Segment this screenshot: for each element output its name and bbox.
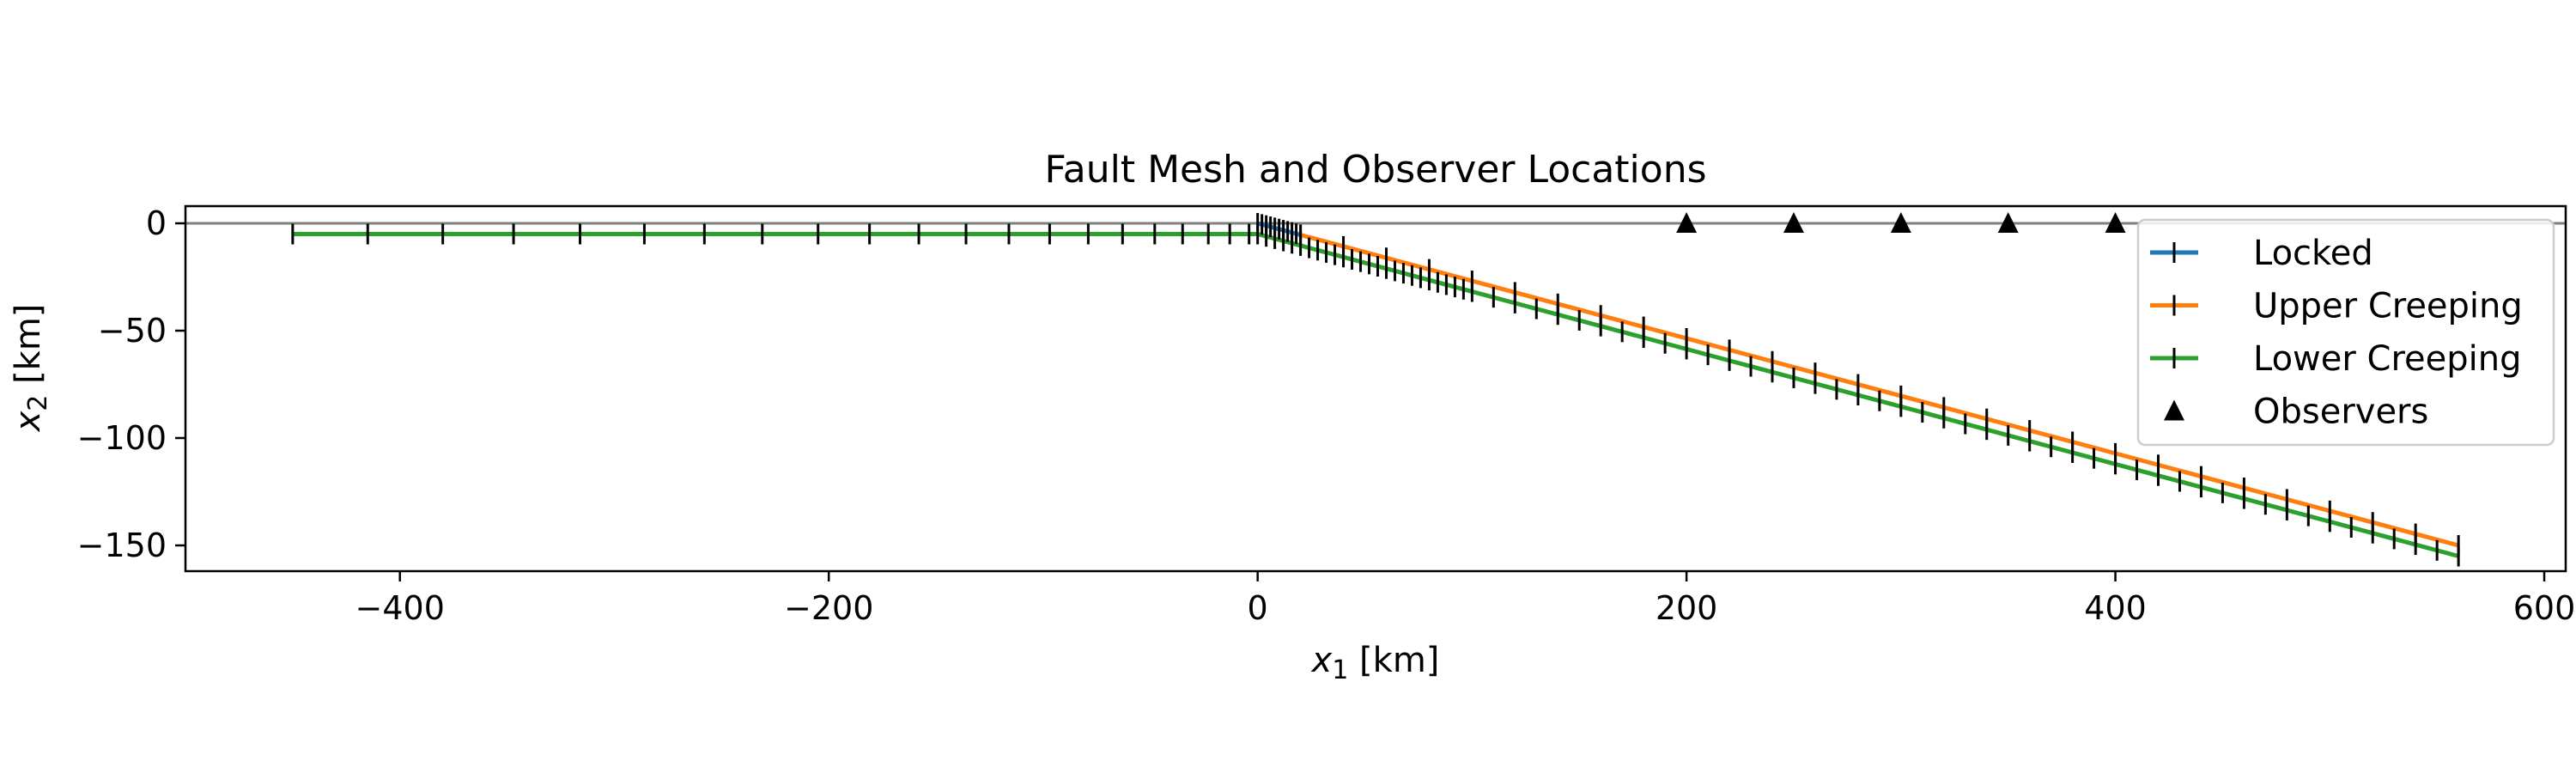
y-tick-label: −100 <box>77 419 167 457</box>
y-tick-label: −50 <box>98 312 167 350</box>
y-axis-label: x2 [km] <box>9 304 53 434</box>
x-axis-label: x1 [km] <box>1310 641 1440 685</box>
legend-label: Upper Creeping <box>2253 287 2523 326</box>
legend-label: Locked <box>2253 234 2373 273</box>
observer-marker <box>1676 212 1698 233</box>
plot-area <box>185 212 2566 567</box>
x-axis-label-sub: 1 <box>1332 655 1348 685</box>
x-tick-label: −400 <box>355 589 445 627</box>
observer-marker <box>1783 212 1804 233</box>
y-axis-label-var: x <box>9 411 48 433</box>
legend-box <box>2136 218 2555 447</box>
legend-marker-handle <box>2164 399 2184 421</box>
series-line-lower-creeping <box>292 232 2459 558</box>
y-tick-label: −150 <box>77 526 167 564</box>
x-tick-label: −200 <box>784 589 873 627</box>
axes-frame <box>184 204 2567 573</box>
y-tick-label: 0 <box>146 204 167 242</box>
observer-marker <box>2105 212 2126 233</box>
observer-marker <box>1890 212 1911 233</box>
y-axis-label-unit: [km] <box>9 304 48 395</box>
x-tick-label: 600 <box>2513 589 2576 627</box>
x-tick-label: 400 <box>2084 589 2147 627</box>
legend: Locked Upper Creeping Lower Creeping Observ… <box>2136 218 2555 447</box>
y-axis-label-sub: 2 <box>23 395 53 411</box>
x-axis-label-var: x <box>1310 641 1333 680</box>
x-tick-label: 200 <box>1656 589 1718 627</box>
legend-label: Lower Creeping <box>2253 339 2522 379</box>
series-line-upper-creeping <box>1299 233 2459 548</box>
x-tick-label: 0 <box>1248 589 1268 627</box>
axes: −400 −200 0 200 400 600 0 −50 −100 −150 <box>77 204 2576 627</box>
observer-marker <box>1997 212 2019 233</box>
legend-label: Observers <box>2253 393 2428 432</box>
chart-title: Fault Mesh and Observer Locations <box>1044 148 1706 192</box>
x-axis-label-unit: [km] <box>1348 641 1439 680</box>
